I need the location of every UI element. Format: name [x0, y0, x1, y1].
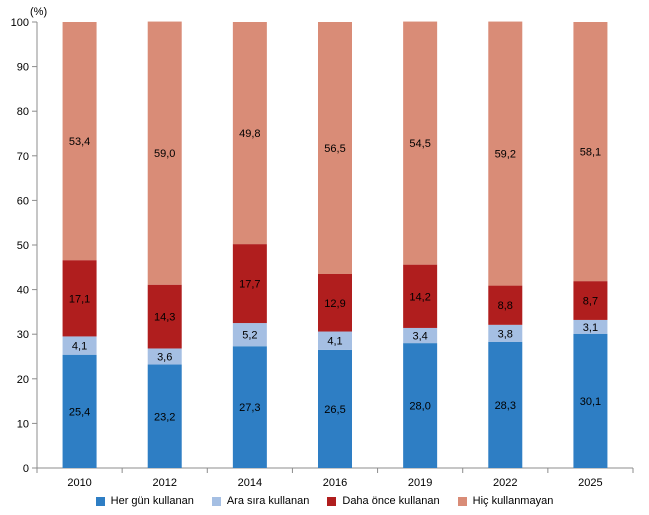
legend: Her gün kullanan Ara sıra kullanan Daha ön… — [0, 495, 649, 507]
bar-segment — [403, 21, 438, 265]
bar-segment — [147, 284, 182, 349]
bar-segment — [573, 319, 608, 334]
y-tick-label: 60 — [17, 195, 29, 207]
legend-swatch — [95, 496, 105, 506]
y-tick-label: 20 — [17, 374, 29, 386]
bar-segment — [403, 264, 438, 328]
bar-segment — [232, 346, 267, 468]
x-tick-label: 2016 — [323, 477, 347, 489]
data-label: 56,5 — [324, 143, 345, 155]
data-label: 59,2 — [495, 149, 516, 161]
legend-label: Her gün kullanan — [110, 495, 194, 507]
data-label: 49,8 — [239, 128, 260, 140]
legend-swatch — [457, 496, 467, 506]
x-tick-label: 2010 — [67, 477, 91, 489]
legend-item: Daha önce kullanan — [327, 495, 440, 507]
data-label: 3,1 — [583, 322, 598, 334]
data-label: 14,3 — [154, 312, 175, 324]
unit-label: (%) — [30, 6, 47, 18]
data-label: 27,3 — [239, 402, 260, 414]
bar-segment — [573, 22, 608, 282]
x-tick-label: 2019 — [408, 477, 432, 489]
bar-segment — [573, 281, 608, 320]
data-label: 54,5 — [409, 138, 430, 150]
bar-segment — [232, 22, 267, 245]
y-tick-label: 50 — [17, 240, 29, 252]
bar-segment — [62, 354, 97, 468]
bar-segment — [488, 285, 523, 325]
y-tick-label: 10 — [17, 418, 29, 430]
bar-segment — [488, 324, 523, 342]
legend-label: Hiç kullanmayan — [472, 495, 554, 507]
data-label: 3,6 — [157, 352, 172, 364]
x-tick-label: 2012 — [152, 477, 176, 489]
bars — [62, 21, 608, 468]
legend-item: Hiç kullanmayan — [457, 495, 554, 507]
y-tick-label: 100 — [11, 17, 29, 29]
y-tick-label: 40 — [17, 285, 29, 297]
bar-segment — [403, 327, 438, 344]
bar-segment — [147, 348, 182, 365]
data-labels: 25,4 4,1 17,1 53,4 23,2 3,6 14,3 59,0 27,3 5,2 17,… — [69, 128, 601, 423]
data-label: 30,1 — [580, 396, 601, 408]
data-label: 3,8 — [498, 328, 513, 340]
y-tick-label: 90 — [17, 62, 29, 74]
data-label: 26,5 — [324, 404, 345, 416]
bar-segment — [62, 336, 97, 355]
data-label: 59,0 — [154, 148, 175, 160]
legend-item: Ara sıra kullanan — [211, 495, 310, 507]
x-tick-label: 2025 — [578, 477, 602, 489]
bar-segment — [573, 333, 608, 468]
data-label: 5,2 — [242, 330, 257, 342]
data-label: 25,4 — [69, 406, 90, 418]
data-label: 12,9 — [324, 298, 345, 310]
bar-segment — [318, 273, 352, 332]
data-label: 28,0 — [409, 401, 430, 413]
data-label: 58,1 — [580, 147, 601, 159]
y-tick-label: 80 — [17, 106, 29, 118]
bar-segment — [62, 22, 97, 261]
y-tick-label: 0 — [23, 463, 29, 475]
bar-segment — [232, 244, 267, 324]
bar-segment — [403, 343, 438, 468]
data-label: 8,7 — [583, 296, 598, 308]
x-tick-label: 2014 — [238, 477, 262, 489]
y-tick-label: 30 — [17, 329, 29, 341]
bar-segment — [62, 260, 97, 337]
bar-segment — [232, 323, 267, 347]
bar-segment — [488, 21, 523, 286]
legend-swatch — [211, 496, 221, 506]
bar-segment — [318, 22, 352, 274]
bar-segment — [318, 349, 352, 468]
bar-segment — [318, 331, 352, 350]
data-label: 8,8 — [498, 300, 513, 312]
data-label: 17,7 — [239, 279, 260, 291]
bar-segment — [488, 341, 523, 468]
y-tick-label: 70 — [17, 151, 29, 163]
data-label: 17,1 — [69, 293, 90, 305]
y-axis: 0 10 20 30 40 50 60 70 80 90 100 — [11, 17, 38, 475]
legend-label: Ara sıra kullanan — [226, 495, 310, 507]
data-label: 28,3 — [495, 400, 516, 412]
data-label: 4,1 — [72, 341, 87, 353]
data-label: 23,2 — [154, 411, 175, 423]
legend-item: Her gün kullanan — [95, 495, 194, 507]
legend-label: Daha önce kullanan — [342, 495, 440, 507]
legend-swatch — [327, 496, 337, 506]
data-label: 14,2 — [409, 291, 430, 303]
bar-segment — [147, 364, 182, 468]
data-label: 53,4 — [69, 136, 90, 148]
x-axis: 2010 2012 2014 2016 2019 2022 2025 — [36, 467, 634, 489]
data-label: 4,1 — [327, 336, 342, 348]
bar-segment — [147, 21, 182, 285]
data-label: 3,4 — [412, 331, 427, 343]
x-tick-label: 2022 — [493, 477, 517, 489]
